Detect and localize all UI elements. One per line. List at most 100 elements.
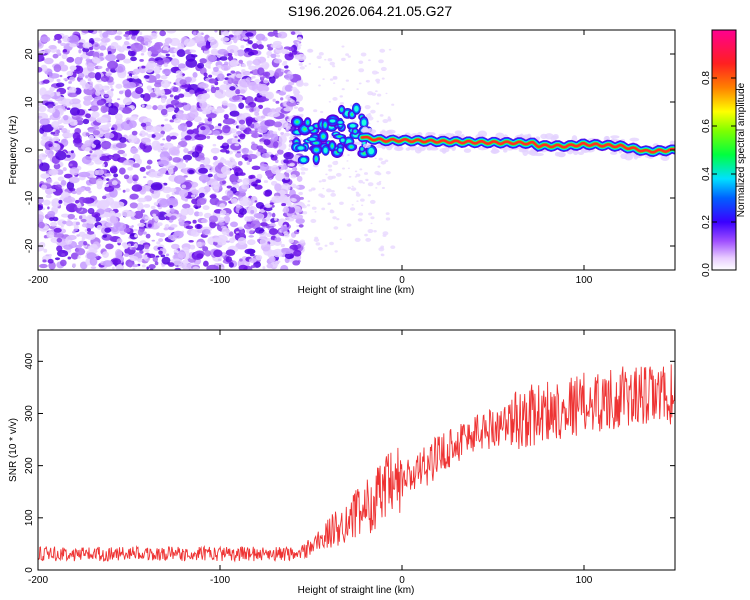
colorbar-ticks: 0.0 0.2 0.4 0.6 0.8 — [701, 71, 736, 277]
noise-blob — [124, 89, 132, 98]
track-halo — [660, 154, 670, 161]
noise-blob — [209, 221, 217, 229]
noise-blob-faint — [382, 118, 389, 124]
noise-blob-faint — [310, 218, 317, 224]
noise-blob — [155, 73, 161, 79]
noise-blob — [132, 163, 141, 168]
spectrogram-y-tick-label: 20 — [24, 48, 35, 60]
noise-blob — [234, 135, 238, 139]
noise-blob — [275, 100, 280, 104]
noise-blob — [252, 183, 258, 187]
snr-x-tick-label: 0 — [399, 575, 405, 586]
noise-blob — [105, 243, 114, 250]
signal-blob — [354, 105, 359, 112]
noise-blob-faint — [316, 55, 322, 60]
noise-blob — [182, 154, 193, 161]
noise-blob-faint — [367, 228, 374, 234]
noise-blob — [235, 204, 241, 208]
noise-blob — [182, 266, 189, 270]
noise-blob — [184, 76, 192, 83]
noise-blob — [271, 195, 283, 204]
chart-title: S196.2026.064.21.05.G27 — [288, 3, 452, 19]
noise-blob — [246, 61, 252, 68]
noise-blob — [221, 180, 227, 185]
track-halo — [454, 130, 463, 135]
noise-blob — [56, 49, 61, 55]
track-halo — [629, 137, 640, 142]
noise-blob-faint — [318, 66, 321, 69]
noise-blob — [178, 218, 183, 223]
noise-blob — [176, 49, 186, 57]
noise-blob-faint — [378, 157, 383, 161]
noise-blob — [69, 43, 77, 48]
noise-blob — [270, 132, 279, 142]
noise-blob — [48, 261, 56, 270]
noise-blob — [273, 58, 282, 64]
noise-blob — [51, 121, 60, 129]
noise-blob — [247, 239, 256, 246]
noise-blob — [160, 75, 168, 80]
noise-blob — [230, 221, 238, 228]
track-halo — [386, 130, 393, 136]
noise-blob-faint — [380, 160, 387, 165]
noise-blob — [71, 262, 77, 268]
snr-panel: -200 -100 0 100 0 100 200 300 400 Height of str… — [8, 329, 676, 596]
noise-blob — [271, 212, 276, 218]
spectrogram-x-ticks: -200 -100 0 100 — [28, 30, 593, 286]
noise-blob-faint — [366, 79, 370, 83]
track-halo — [556, 151, 566, 158]
noise-blob — [151, 239, 156, 242]
noise-blob — [93, 100, 98, 106]
noise-blob — [104, 132, 115, 139]
noise-blob — [126, 46, 132, 49]
noise-blob-faint — [298, 44, 302, 47]
noise-blob-faint — [367, 116, 374, 121]
signal-blob — [361, 148, 363, 150]
noise-blob — [101, 124, 110, 131]
colorbar-tick-label: 0.4 — [701, 167, 712, 181]
noise-blob-faint — [345, 53, 349, 56]
noise-blob — [152, 105, 158, 111]
noise-blob — [123, 174, 130, 180]
noise-blob — [63, 244, 74, 250]
track-halo — [362, 143, 371, 148]
noise-blob — [159, 198, 170, 208]
noise-blob — [222, 142, 228, 147]
noise-blob — [220, 165, 230, 175]
noise-blob — [119, 137, 127, 143]
signal-blob — [362, 152, 366, 155]
noise-blob-faint — [376, 102, 380, 105]
noise-blob — [198, 82, 209, 89]
noise-blob — [254, 79, 261, 84]
noise-blob — [226, 240, 230, 243]
noise-blob-faint — [380, 66, 387, 72]
noise-blob-faint — [370, 109, 376, 114]
noise-blob — [263, 79, 269, 84]
track-halo — [375, 144, 385, 149]
noise-blob — [288, 81, 295, 86]
noise-blob-faint — [291, 214, 297, 219]
noise-blob — [146, 266, 149, 270]
noise-blob — [196, 224, 201, 229]
noise-blob-faint — [347, 186, 351, 190]
track-halo — [416, 145, 426, 152]
noise-blob — [254, 200, 258, 203]
noise-blob — [171, 243, 180, 250]
noise-blob — [75, 199, 80, 204]
noise-blob-faint — [358, 179, 364, 184]
noise-blob — [131, 51, 136, 54]
noise-blob — [206, 264, 219, 270]
snr-content — [38, 364, 675, 563]
noise-blob — [252, 43, 259, 49]
noise-blob — [231, 181, 238, 185]
noise-blob — [51, 198, 61, 208]
noise-blob — [86, 62, 95, 71]
noise-blob — [230, 70, 236, 74]
noise-blob — [229, 237, 235, 244]
noise-blob — [166, 30, 177, 34]
noise-blob-faint — [345, 79, 349, 82]
noise-blob — [142, 231, 147, 235]
track-halo — [490, 149, 500, 154]
noise-blob — [296, 175, 303, 182]
noise-blob — [272, 98, 276, 102]
